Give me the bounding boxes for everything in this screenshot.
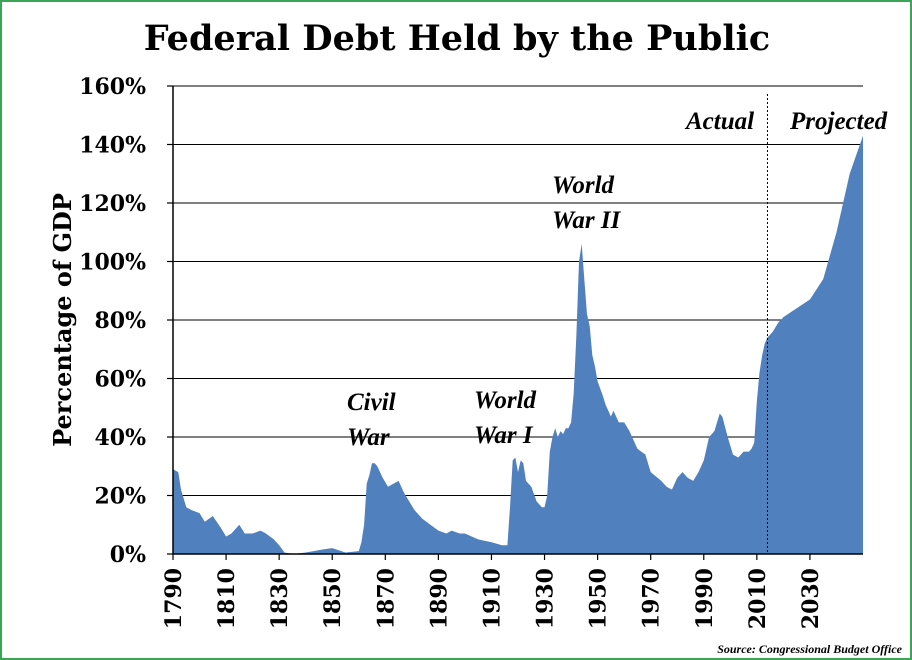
civil-war-label-line1: Civil — [347, 389, 396, 416]
ww1-label-line2: War I — [474, 422, 534, 449]
y-tick-label: 80% — [94, 308, 146, 334]
y-tick-label: 0% — [110, 542, 146, 568]
debt-area-series — [173, 135, 863, 554]
y-tick-label: 140% — [79, 133, 146, 159]
civil-war-label-line2: War — [347, 424, 390, 451]
x-tick-label: 1970 — [639, 568, 665, 629]
source-note: Source: Congressional Budget Office — [717, 642, 902, 656]
y-tick-label: 20% — [94, 484, 146, 510]
gridlines — [173, 85, 863, 496]
y-axis-label: Percentage of GDP — [48, 193, 77, 447]
chart-title: Federal Debt Held by the Public — [144, 18, 770, 59]
x-tick-label: 1890 — [426, 568, 452, 629]
y-tick-labels: 0% 20% 40% 60% 80% 100% 120% 140% 160% — [79, 74, 146, 568]
projected-label: Projected — [789, 108, 888, 135]
x-tick-label: 1870 — [373, 568, 399, 629]
x-tick-label: 1810 — [214, 568, 240, 629]
y-tick-label: 60% — [94, 367, 146, 393]
x-tick-label: 1910 — [479, 568, 505, 629]
x-tick-label: 1950 — [586, 568, 612, 629]
y-tick-label: 100% — [79, 250, 146, 276]
ww2-label-line2: War II — [552, 207, 622, 234]
ww2-label-line1: World — [552, 172, 615, 199]
x-tick-label: 2010 — [745, 568, 771, 629]
x-tick-labels: 1790 1810 1830 1850 1870 1890 1910 1930 1950 1970… — [161, 568, 824, 629]
ww1-label-line1: World — [474, 387, 537, 414]
y-tick-label: 120% — [79, 191, 146, 217]
x-tick-label: 1930 — [533, 568, 559, 629]
x-tick-label: 1790 — [161, 568, 187, 629]
x-tick-label: 2030 — [798, 568, 824, 629]
y-tick-label: 160% — [79, 74, 146, 100]
plot-axes — [167, 85, 863, 560]
x-tick-label: 1850 — [320, 568, 346, 629]
actual-label: Actual — [684, 108, 754, 135]
y-tick-label: 40% — [94, 425, 146, 451]
x-tick-label: 1830 — [267, 568, 293, 629]
x-tick-label: 1990 — [692, 568, 718, 629]
